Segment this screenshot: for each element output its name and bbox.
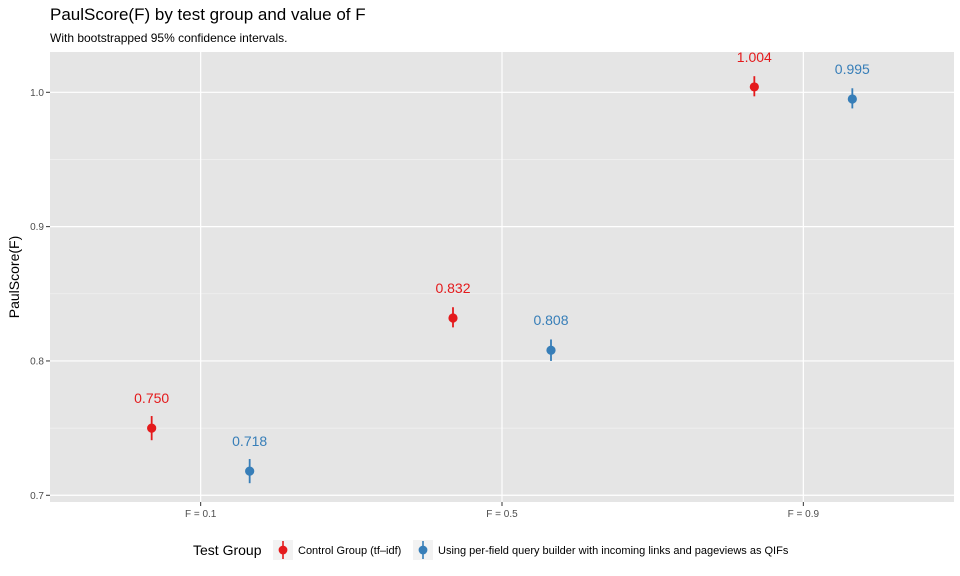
y-tick-label: 1.0 [30,88,44,99]
data-marks: 0.750 0.832 1.004 0.718 0.808 0.995 [134,49,870,484]
data-point [847,94,857,104]
y-axis: 0.7 0.8 0.9 1.0 [30,88,50,502]
y-axis-title: PaulScore(F) [6,236,22,318]
legend-title: Test Group [193,542,262,558]
x-tick-label: F = 0.5 [486,509,518,520]
chart-title: PaulScore(F) by test group and value of … [50,5,366,24]
legend-key-point [418,545,428,555]
data-point [749,82,759,92]
y-tick-label: 0.7 [30,491,44,502]
legend-label: Using per-field query builder with incom… [438,545,789,557]
data-label: 1.004 [737,49,772,65]
legend: Test Group Control Group (tf–idf) Using p… [193,540,789,560]
y-tick-label: 0.9 [30,222,44,233]
data-point [448,313,458,323]
x-axis: F = 0.1 F = 0.5 F = 0.9 [185,502,820,520]
data-label: 0.995 [835,61,870,77]
x-tick-label: F = 0.9 [788,509,820,520]
data-label: 0.808 [533,312,568,328]
data-point [245,466,255,476]
data-label: 0.718 [232,433,267,449]
data-label: 0.750 [134,390,169,406]
x-tick-label: F = 0.1 [185,509,217,520]
y-tick-label: 0.8 [30,356,44,367]
major-gridlines-x [200,52,804,502]
data-point [546,345,556,355]
legend-label: Control Group (tf–idf) [298,545,401,557]
data-label: 0.832 [435,280,470,296]
data-point [147,423,157,433]
legend-key-point [278,545,288,555]
chart-subtitle: With bootstrapped 95% confidence interva… [50,31,287,45]
